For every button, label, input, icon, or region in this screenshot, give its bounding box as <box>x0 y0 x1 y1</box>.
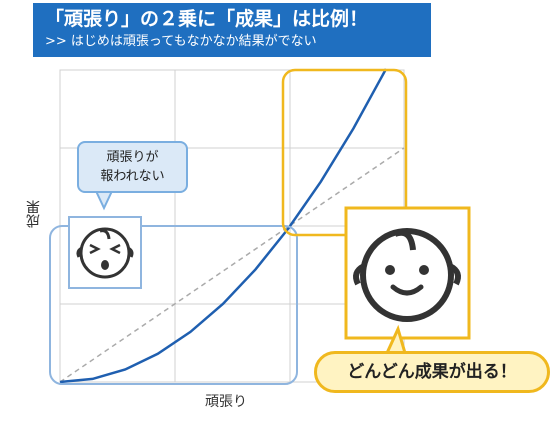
result-label: どんどん成果が出る！ <box>314 351 550 393</box>
effort-result-curve <box>59 68 388 384</box>
callout-line-2: 報われない <box>100 169 165 184</box>
title-main: 「頑張り」の２乗に「成果」は比例！ <box>45 8 369 30</box>
callout-line-1: 頑張りが <box>106 150 159 165</box>
title-sub: >> はじめは頑張ってもなかなか結果がでない <box>45 34 317 49</box>
title-banner: 「頑張り」の２乗に「成果」は比例！ >> はじめは頑張ってもなかなか結果がでない <box>33 3 431 57</box>
low-effort-region <box>49 225 298 385</box>
happy-face-icon <box>344 206 471 340</box>
crying-face-icon <box>68 216 142 289</box>
y-axis-label: 成果 <box>26 200 42 228</box>
not-rewarded-callout: 頑張りが 報われない <box>77 141 188 193</box>
callout-pointer <box>94 190 114 211</box>
linear-reference-line <box>59 147 405 383</box>
x-axis-label: 頑張り <box>205 394 247 410</box>
